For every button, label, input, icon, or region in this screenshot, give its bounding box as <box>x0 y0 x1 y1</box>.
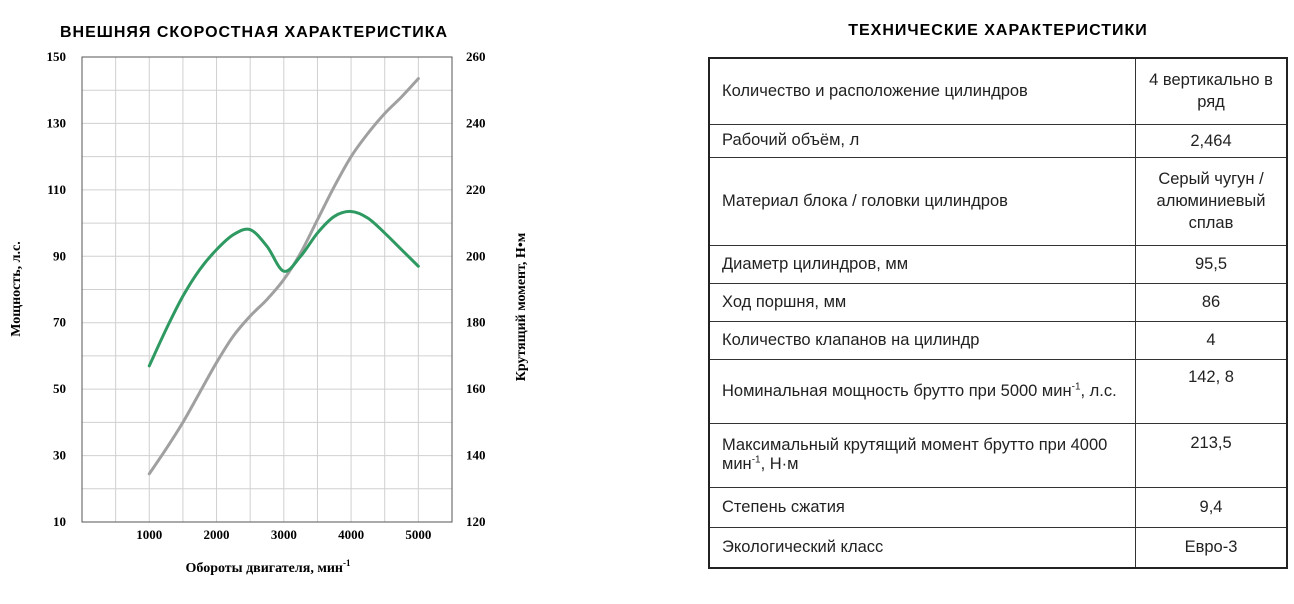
table-row: Номинальная мощность брутто при 5000 мин… <box>708 358 1288 424</box>
y-tick-left-label: 130 <box>47 115 67 130</box>
table-row: Материал блока / головки цилиндров Серый… <box>708 156 1288 246</box>
param-cell: Максимальный крутящий момент брутто при … <box>708 422 1136 488</box>
table-row: Максимальный крутящий момент брутто при … <box>708 422 1288 488</box>
y-tick-right-label: 220 <box>466 182 486 197</box>
param-tail: , л.с. <box>1080 381 1117 400</box>
table-row: Рабочий объём, л 2,464 <box>708 123 1288 158</box>
x-axis-label-text: Обороты двигателя, мин <box>185 561 343 576</box>
y-tick-right-label: 260 <box>466 49 486 64</box>
param-cell: Ход поршня, мм <box>708 282 1136 322</box>
param-sup: -1 <box>751 454 761 466</box>
y-tick-right-label: 200 <box>466 248 486 263</box>
x-axis-label: Обороты двигателя, мин-1 <box>185 558 351 576</box>
param-cell: Количество и расположение цилиндров <box>708 57 1136 125</box>
x-tick-label: 2000 <box>204 527 230 542</box>
y-tick-right-label: 140 <box>466 448 486 463</box>
param-cell: Количество клапанов на цилиндр <box>708 320 1136 360</box>
x-tick-label: 1000 <box>136 527 162 542</box>
param-cell: Рабочий объём, л <box>708 123 1136 158</box>
value-cell: 9,4 <box>1135 486 1288 528</box>
series-group <box>147 77 420 476</box>
power-series-line <box>147 77 420 476</box>
param-cell: Экологический класс <box>708 526 1136 569</box>
table-row: Ход поршня, мм 86 <box>708 282 1288 322</box>
y-tick-right-label: 180 <box>466 315 486 330</box>
param-text: Максимальный крутящий момент брутто при … <box>722 436 1108 473</box>
param-cell: Степень сжатия <box>708 486 1136 528</box>
y-tick-left-label: 70 <box>53 315 66 330</box>
x-tick-label: 4000 <box>338 527 364 542</box>
y-tick-left-label: 10 <box>53 514 66 529</box>
value-cell: 2,464 <box>1135 123 1288 158</box>
param-tail: , Н·м <box>760 455 799 473</box>
spec-table: Количество и расположение цилиндров 4 ве… <box>708 57 1288 569</box>
y-tick-right-label: 240 <box>466 115 486 130</box>
x-tick-label: 5000 <box>405 527 431 542</box>
y-axis-right-label: Крутящий момент, Н•м <box>514 232 529 381</box>
value-cell: 4 <box>1135 320 1288 360</box>
table-row: Экологический класс Евро-3 <box>708 526 1288 569</box>
plot-frame <box>81 56 453 523</box>
param-cell: Материал блока / головки цилиндров <box>708 156 1136 246</box>
param-cell: Номинальная мощность брутто при 5000 мин… <box>708 358 1136 424</box>
value-cell: Евро-3 <box>1135 526 1288 569</box>
grid <box>82 57 452 522</box>
x-tick-label: 3000 <box>271 527 297 542</box>
y-tick-right-label: 120 <box>466 514 486 529</box>
param-cell: Диаметр цилиндров, мм <box>708 244 1136 284</box>
value-cell: 213,5 <box>1135 422 1288 488</box>
y-tick-left-label: 90 <box>53 248 66 263</box>
left-axis-ticks: 10 30 50 70 90 110 130 150 <box>47 49 67 529</box>
value-cell: Серый чугун / алюминиевый сплав <box>1135 156 1288 246</box>
speed-characteristic-chart: 10 30 50 70 90 110 130 150 120 140 160 180 200 220 24… <box>9 49 529 576</box>
x-axis-ticks: 1000 2000 3000 4000 5000 <box>136 527 431 542</box>
param-text: Номинальная мощность брутто при 5000 мин <box>722 381 1072 400</box>
y-tick-left-label: 110 <box>47 182 66 197</box>
value-cell: 86 <box>1135 282 1288 322</box>
value-cell: 4 вертикально в ряд <box>1135 57 1288 125</box>
table-row: Количество и расположение цилиндров 4 ве… <box>708 57 1288 125</box>
table-row: Количество клапанов на цилиндр 4 <box>708 320 1288 360</box>
value-cell: 142, 8 <box>1135 358 1288 424</box>
value-cell: 95,5 <box>1135 244 1288 284</box>
right-axis-ticks: 120 140 160 180 200 220 240 260 <box>466 49 486 529</box>
table-title: ТЕХНИЧЕСКИЕ ХАРАКТЕРИСТИКИ <box>848 22 1148 39</box>
y-tick-left-label: 50 <box>53 381 66 396</box>
y-axis-left-label: Мощность, л.с. <box>9 241 24 336</box>
table-row: Диаметр цилиндров, мм 95,5 <box>708 244 1288 284</box>
torque-series-line <box>147 209 420 368</box>
x-axis-label-sup: -1 <box>343 558 351 568</box>
param-sup: -1 <box>1071 381 1081 392</box>
y-tick-left-label: 30 <box>53 448 66 463</box>
y-tick-right-label: 160 <box>466 381 486 396</box>
y-tick-left-label: 150 <box>47 49 67 64</box>
table-row: Степень сжатия 9,4 <box>708 486 1288 528</box>
chart-title: ВНЕШНЯЯ СКОРОСТНАЯ ХАРАКТЕРИСТИКА <box>60 24 449 41</box>
